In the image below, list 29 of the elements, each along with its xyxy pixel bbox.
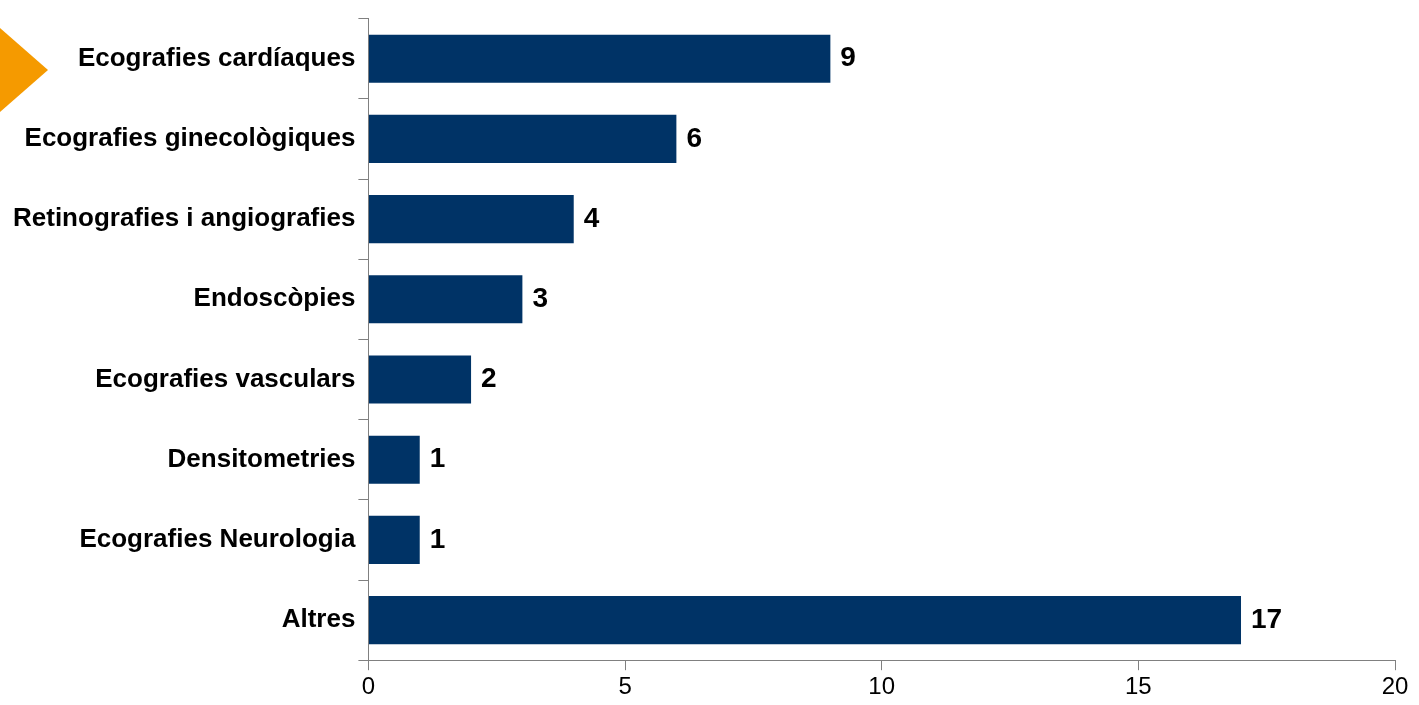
x-tick-label: 5 <box>618 672 632 700</box>
bar <box>368 355 472 404</box>
y-tick-label: Densitometries <box>167 442 356 473</box>
y-tick-label: Ecografies ginecològiques <box>24 122 356 153</box>
data-label: 3 <box>532 282 548 314</box>
data-label: 1 <box>429 442 446 474</box>
y-tick-label: Ecografies vasculars <box>95 362 356 393</box>
y-tick-label: Endoscòpies <box>193 282 356 313</box>
bar <box>368 435 420 484</box>
y-tick-label: Altres <box>281 603 356 634</box>
x-tick-label: 15 <box>1125 672 1152 700</box>
bar <box>368 34 831 83</box>
bar <box>368 596 1242 645</box>
x-tick-label: 0 <box>361 672 376 700</box>
x-tick-label: 20 <box>1381 672 1409 700</box>
bar <box>368 114 677 163</box>
data-label: 17 <box>1251 602 1283 634</box>
bar <box>368 275 523 324</box>
bar <box>368 195 574 244</box>
data-label: 6 <box>686 121 702 153</box>
y-tick-label: Ecografies cardíaques <box>77 41 356 72</box>
y-tick-label: Retinografies i angiografies <box>13 202 356 233</box>
y-tick-label: Ecografies Neurologia <box>79 523 356 554</box>
data-label: 2 <box>481 362 497 394</box>
data-label: 1 <box>429 522 446 554</box>
data-label: 9 <box>840 41 856 73</box>
x-tick-label: 10 <box>868 672 896 700</box>
data-label: 4 <box>583 201 600 233</box>
bar <box>368 515 420 564</box>
